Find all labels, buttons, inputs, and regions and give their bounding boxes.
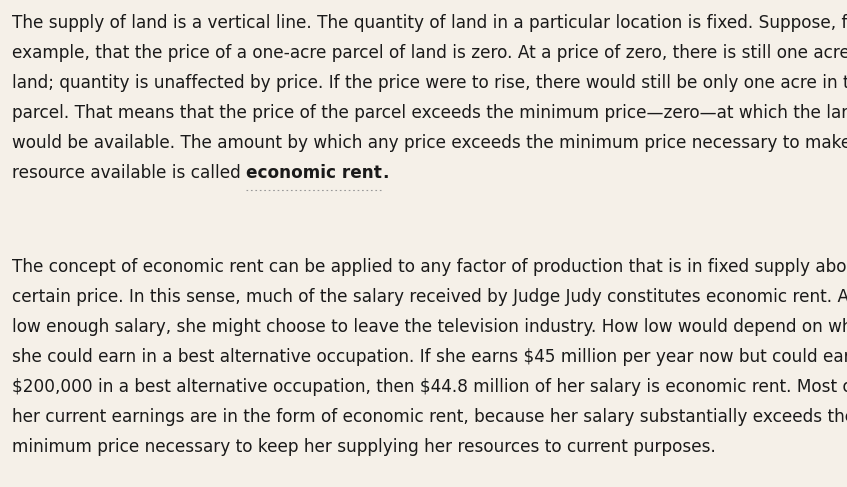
Text: .: . <box>382 164 389 182</box>
Text: economic rent: economic rent <box>246 164 382 182</box>
Text: minimum price necessary to keep her supplying her resources to current purposes.: minimum price necessary to keep her supp… <box>12 438 716 456</box>
Text: \$200,000 in a best alternative occupation, then \$44.8 million of her salary is: \$200,000 in a best alternative occupati… <box>12 378 847 396</box>
Text: example, that the price of a one-acre parcel of land is zero. At a price of zero: example, that the price of a one-acre pa… <box>12 44 847 62</box>
Text: land; quantity is unaffected by price. If the price were to rise, there would st: land; quantity is unaffected by price. I… <box>12 74 847 92</box>
Text: would be available. The amount by which any price exceeds the minimum price nece: would be available. The amount by which … <box>12 134 847 152</box>
Text: resource available is called: resource available is called <box>12 164 246 182</box>
Text: certain price. In this sense, much of the salary received by Judge Judy constitu: certain price. In this sense, much of th… <box>12 288 847 306</box>
Text: she could earn in a best alternative occupation. If she earns \$45 million per y: she could earn in a best alternative occ… <box>12 348 847 366</box>
Text: The supply of land is a vertical line. The quantity of land in a particular loca: The supply of land is a vertical line. T… <box>12 14 847 32</box>
Text: low enough salary, she might choose to leave the television industry. How low wo: low enough salary, she might choose to l… <box>12 318 847 336</box>
Text: parcel. That means that the price of the parcel exceeds the minimum price—zero—a: parcel. That means that the price of the… <box>12 104 847 122</box>
Text: The concept of economic rent can be applied to any factor of production that is : The concept of economic rent can be appl… <box>12 258 847 276</box>
Text: her current earnings are in the form of economic rent, because her salary substa: her current earnings are in the form of … <box>12 408 847 426</box>
